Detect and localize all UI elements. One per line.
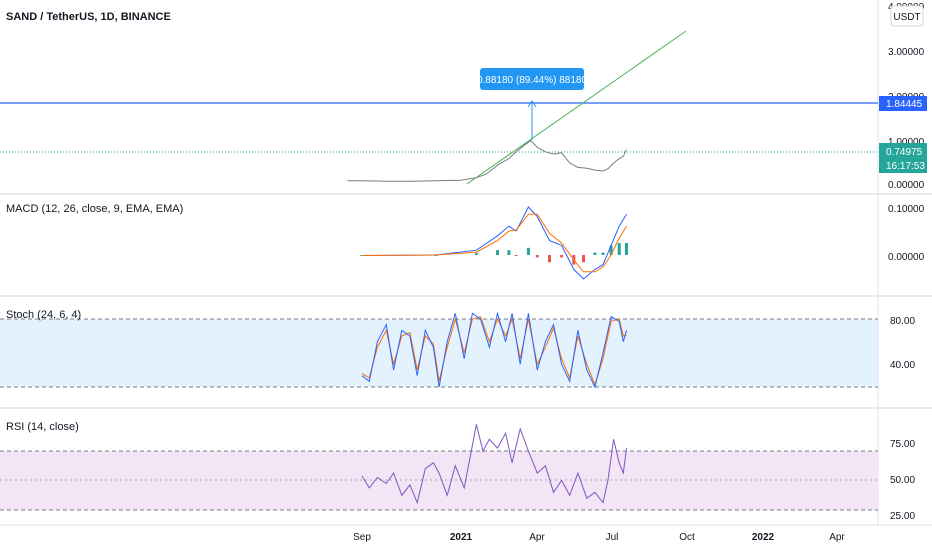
- last-price-tag: [879, 143, 927, 173]
- macd-histogram-bar[interactable]: [609, 245, 613, 255]
- macd-series[interactable]: [361, 206, 627, 280]
- price-tick: 3.00000: [888, 47, 925, 58]
- macd-histogram-bar[interactable]: [560, 255, 564, 258]
- macd-histogram-bar[interactable]: [535, 255, 539, 258]
- time-tick: Sep: [353, 532, 371, 543]
- time-tick: 2021: [450, 532, 473, 543]
- time-tick: Jul: [606, 532, 619, 543]
- macd-tick: 0.00000: [888, 252, 925, 263]
- macd-histogram-bar[interactable]: [625, 243, 628, 255]
- stoch-k-line[interactable]: [361, 311, 627, 389]
- measure-label-box[interactable]: [480, 68, 584, 90]
- macd-histogram-bar[interactable]: [496, 250, 499, 255]
- last-price-value: 0.74975: [886, 147, 923, 158]
- macd-histogram-bar[interactable]: [582, 255, 585, 263]
- rsi-tick: 50.00: [890, 475, 915, 486]
- macd-tick: 0.10000: [888, 204, 925, 215]
- stoch-label[interactable]: Stoch (24, 6, 4): [6, 309, 81, 321]
- rsi-tick: 25.00: [890, 511, 915, 522]
- currency-button[interactable]: [890, 5, 924, 27]
- time-tick: Oct: [679, 532, 695, 543]
- symbol-title[interactable]: SAND / TetherUS, 1D, BINANCE: [6, 11, 171, 23]
- stoch-tick: 40.00: [890, 360, 915, 371]
- countdown-timer: 16:17:53: [886, 161, 925, 172]
- macd-histogram-bar[interactable]: [593, 252, 597, 255]
- macd-line[interactable]: [361, 206, 627, 280]
- macd-histogram-bar[interactable]: [617, 243, 621, 255]
- macd-histogram-bar[interactable]: [507, 250, 511, 255]
- rsi-line[interactable]: [361, 424, 627, 505]
- stoch-tick: 80.00: [890, 316, 915, 327]
- stoch-band-fill: [0, 319, 878, 387]
- time-tick: 2022: [752, 532, 775, 543]
- rsi-label[interactable]: RSI (14, close): [6, 421, 79, 433]
- macd-histogram-bar[interactable]: [474, 253, 478, 255]
- price-tick: 1.00000: [888, 137, 925, 148]
- measure-label: 0.88180 (89.44%) 88180: [477, 75, 588, 86]
- measure-arrow-head: [527, 100, 537, 108]
- currency-button-label: USDT: [893, 12, 920, 23]
- macd-histogram-bar[interactable]: [526, 247, 530, 255]
- rsi-series[interactable]: [361, 424, 627, 505]
- macd-histogram-bar[interactable]: [514, 255, 518, 256]
- trend-line[interactable]: [466, 30, 687, 185]
- time-tick: Apr: [829, 532, 845, 543]
- time-tick: Apr: [529, 532, 545, 543]
- price-tick: 0.00000: [888, 180, 925, 191]
- price-series[interactable]: [347, 140, 627, 182]
- level-price-tag-label: 1.84445: [886, 99, 923, 110]
- signal-line[interactable]: [361, 213, 627, 273]
- macd-label[interactable]: MACD (12, 26, close, 9, EMA, EMA): [6, 203, 183, 215]
- macd-histogram-bar[interactable]: [548, 255, 551, 263]
- level-price-tag: [879, 96, 927, 111]
- stoch-series[interactable]: [361, 311, 627, 389]
- macd-histogram-bar[interactable]: [601, 252, 605, 255]
- price-line[interactable]: [347, 140, 627, 182]
- macd-histogram[interactable]: [360, 243, 629, 265]
- rsi-tick: 75.00: [890, 439, 915, 450]
